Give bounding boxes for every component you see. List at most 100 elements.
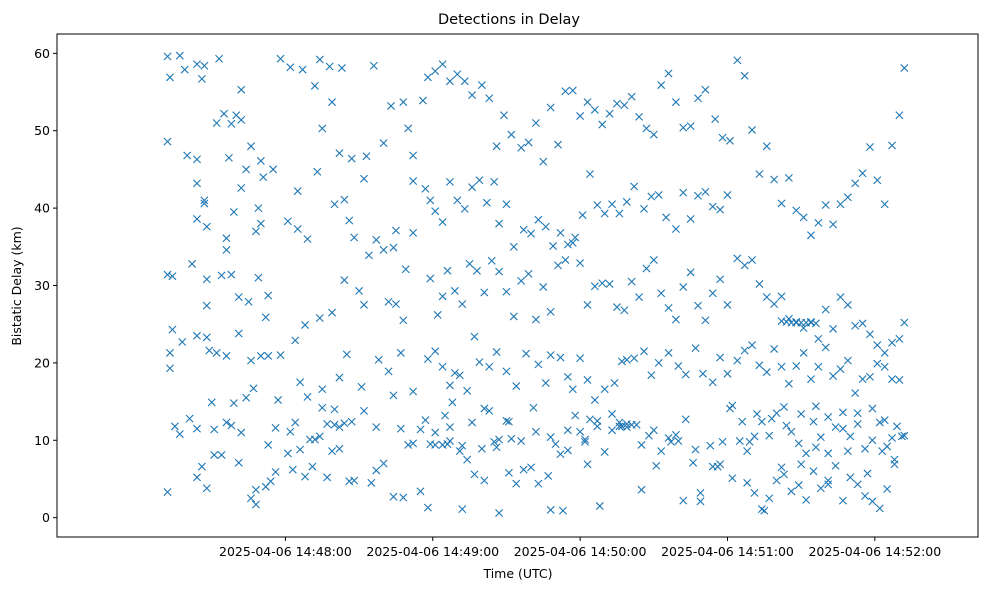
data-point-marker	[485, 94, 494, 103]
data-point-marker	[445, 381, 454, 390]
data-point-marker	[369, 61, 378, 70]
data-point-marker	[315, 314, 324, 322]
data-point-marker	[622, 355, 631, 364]
data-point-marker	[251, 500, 260, 509]
data-point-marker	[438, 292, 447, 301]
data-point-marker	[421, 184, 430, 193]
data-point-marker	[755, 279, 764, 288]
data-point-marker	[873, 176, 882, 185]
y-tick-label: 0	[42, 510, 50, 525]
data-point-marker	[733, 254, 742, 263]
data-point-marker	[696, 497, 705, 506]
data-point-marker	[895, 334, 904, 343]
data-point-marker	[639, 347, 648, 356]
data-point-marker	[517, 143, 526, 152]
data-point-marker	[502, 416, 511, 425]
data-point-marker	[480, 404, 489, 413]
data-point-marker	[379, 139, 388, 148]
y-tick-label: 50	[34, 123, 50, 138]
data-point-marker	[762, 368, 771, 377]
data-point-marker	[777, 199, 786, 208]
data-point-marker	[809, 467, 818, 476]
data-point-marker	[816, 484, 825, 493]
data-point-marker	[694, 191, 703, 200]
data-point-marker	[546, 307, 555, 316]
data-point-marker	[438, 60, 447, 69]
data-point-marker	[620, 101, 629, 110]
data-point-marker	[689, 458, 698, 467]
data-point-marker	[892, 422, 901, 431]
data-point-marker	[531, 427, 540, 436]
data-point-marker	[578, 211, 587, 220]
data-point-marker	[534, 479, 543, 488]
data-point-marker	[202, 222, 211, 231]
data-point-marker	[642, 124, 651, 133]
x-tick-label: 2025-04-06 14:49:00	[366, 544, 499, 559]
data-point-marker	[657, 447, 666, 456]
data-point-marker	[487, 256, 496, 265]
data-point-marker	[671, 430, 680, 439]
data-point-marker	[313, 167, 322, 176]
data-point-marker	[878, 447, 887, 456]
data-point-marker	[630, 354, 639, 363]
data-point-marker	[765, 494, 774, 503]
data-point-marker	[895, 111, 904, 120]
data-point-marker	[259, 173, 268, 182]
data-point-marker	[733, 56, 742, 65]
data-point-marker	[423, 355, 432, 364]
data-point-marker	[846, 432, 855, 441]
data-point-marker	[212, 119, 221, 127]
data-point-marker	[556, 353, 565, 362]
data-point-marker	[524, 269, 533, 278]
data-point-marker	[170, 422, 179, 431]
data-point-marker	[576, 112, 585, 121]
data-point-marker	[792, 206, 801, 215]
y-axis-ticks: 0 10 20 30 40 50 60	[34, 46, 57, 525]
data-point-marker	[647, 371, 656, 380]
data-point-marker	[399, 316, 408, 325]
data-point-marker	[576, 427, 585, 436]
data-point-marker	[261, 313, 270, 322]
data-point-marker	[495, 219, 504, 228]
data-point-marker	[600, 209, 609, 218]
data-point-marker	[441, 411, 450, 420]
data-point-marker	[546, 505, 555, 514]
data-point-marker	[708, 378, 717, 387]
data-point-marker	[276, 351, 285, 360]
data-point-marker	[585, 170, 594, 179]
data-point-marker	[627, 92, 636, 101]
data-point-marker	[792, 361, 801, 370]
data-point-marker	[175, 51, 184, 60]
data-point-marker	[568, 238, 577, 247]
data-point-marker	[504, 417, 513, 426]
data-point-marker	[347, 154, 356, 163]
data-point-marker	[367, 478, 376, 487]
data-point-marker	[654, 190, 663, 199]
data-point-marker	[681, 370, 690, 379]
data-point-marker	[723, 369, 732, 378]
data-point-marker	[598, 279, 607, 288]
data-point-marker	[200, 199, 209, 208]
data-point-marker	[212, 348, 221, 357]
data-point-marker	[667, 437, 675, 446]
data-point-marker	[193, 331, 201, 340]
data-point-marker	[561, 87, 570, 96]
data-point-marker	[698, 369, 707, 378]
data-point-marker	[379, 459, 388, 468]
data-point-marker	[227, 421, 236, 430]
data-point-marker	[897, 432, 906, 441]
data-point-marker	[227, 270, 236, 279]
data-point-marker	[500, 111, 508, 120]
data-point-marker	[308, 462, 317, 471]
data-point-marker	[450, 286, 459, 295]
data-point-marker	[797, 460, 806, 469]
data-point-marker	[477, 444, 486, 453]
data-point-marker	[610, 379, 619, 387]
data-point-marker	[251, 485, 260, 494]
data-point-marker	[838, 424, 847, 433]
data-point-marker	[458, 505, 467, 514]
data-point-marker	[765, 431, 774, 440]
data-point-marker	[814, 362, 823, 371]
data-point-marker	[838, 496, 847, 505]
data-point-marker	[868, 404, 877, 413]
